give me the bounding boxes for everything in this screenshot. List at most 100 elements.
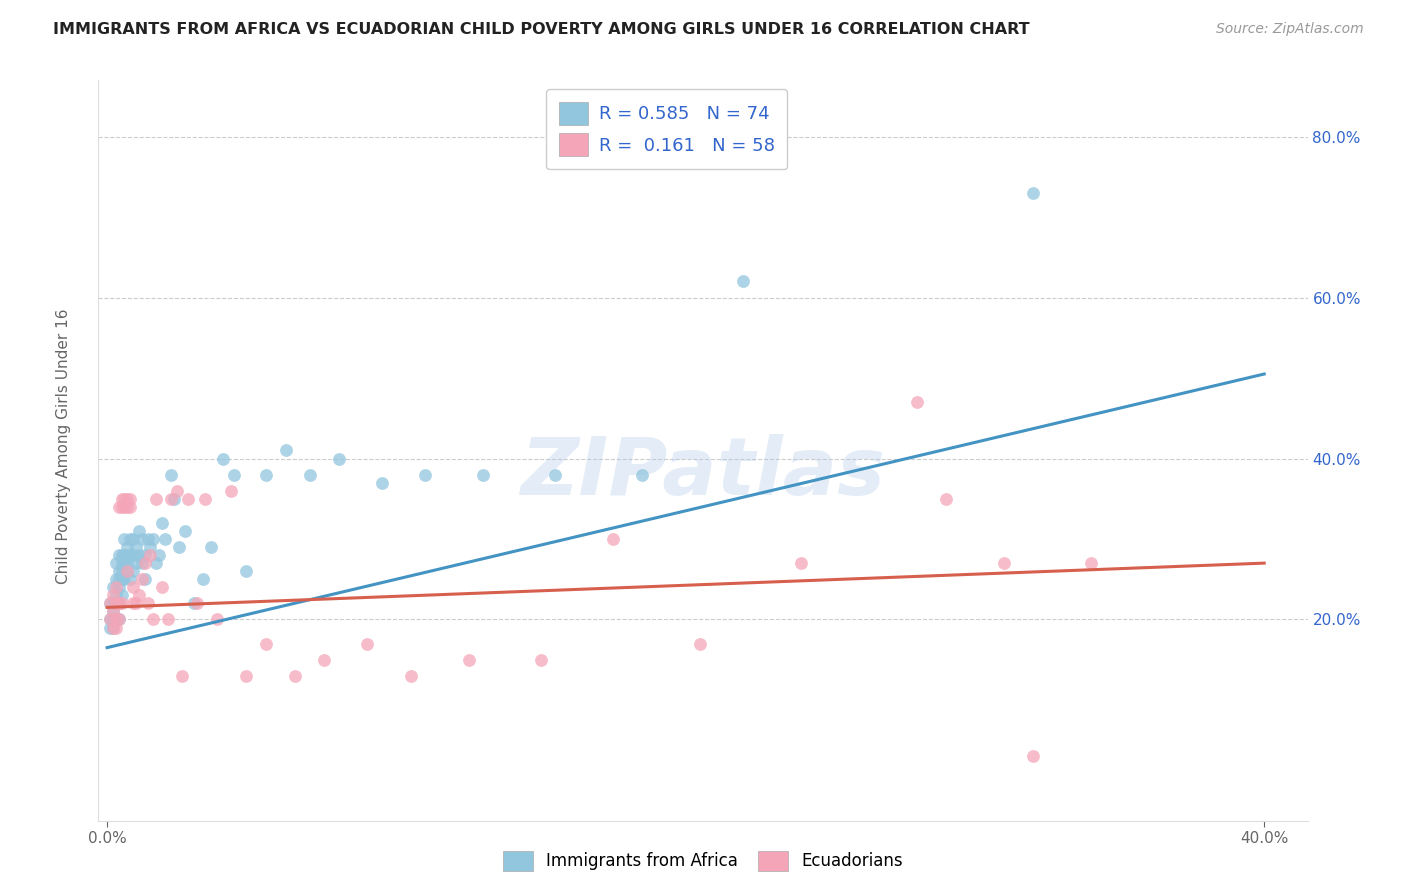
Point	[544, 467, 567, 482]
Point	[169, 540, 191, 554]
Point	[104, 580, 127, 594]
Point	[128, 524, 150, 538]
Point	[98, 620, 121, 634]
Point	[156, 612, 179, 626]
Point	[128, 588, 150, 602]
Point	[174, 524, 197, 538]
Point	[166, 483, 188, 498]
Point	[150, 516, 173, 530]
Point	[935, 491, 957, 506]
Point	[120, 548, 142, 562]
Point	[101, 604, 124, 618]
Point	[125, 556, 148, 570]
Point	[122, 564, 145, 578]
Point	[110, 500, 132, 514]
Point	[254, 637, 277, 651]
Point	[122, 532, 145, 546]
Point	[221, 483, 243, 498]
Point	[110, 572, 132, 586]
Point	[1022, 749, 1045, 764]
Point	[101, 580, 124, 594]
Point	[110, 548, 132, 562]
Point	[114, 548, 136, 562]
Point	[159, 491, 181, 506]
Point	[98, 596, 121, 610]
Point	[117, 564, 139, 578]
Point	[134, 572, 156, 586]
Point	[104, 612, 127, 626]
Point	[98, 612, 121, 626]
Point	[101, 596, 124, 610]
Point	[125, 540, 148, 554]
Point	[117, 491, 139, 506]
Point	[114, 491, 136, 506]
Point	[117, 564, 139, 578]
Point	[114, 572, 136, 586]
Point	[98, 612, 121, 626]
Point	[107, 596, 129, 610]
Point	[114, 500, 136, 514]
Point	[114, 556, 136, 570]
Point	[104, 596, 127, 610]
Point	[101, 620, 124, 634]
Point	[131, 572, 153, 586]
Point	[110, 556, 132, 570]
Point	[136, 532, 159, 546]
Point	[148, 548, 170, 562]
Point	[104, 556, 127, 570]
Point	[153, 532, 176, 546]
Point	[312, 653, 335, 667]
Point	[120, 572, 142, 586]
Point	[191, 572, 214, 586]
Point	[159, 467, 181, 482]
Point	[235, 564, 257, 578]
Point	[200, 540, 222, 554]
Point	[150, 580, 173, 594]
Point	[733, 275, 755, 289]
Point	[211, 451, 233, 466]
Point	[125, 596, 148, 610]
Point	[107, 580, 129, 594]
Point	[101, 588, 124, 602]
Point	[107, 572, 129, 586]
Point	[110, 588, 132, 602]
Point	[254, 467, 277, 482]
Point	[107, 596, 129, 610]
Point	[399, 669, 422, 683]
Point	[122, 580, 145, 594]
Point	[101, 604, 124, 618]
Point	[101, 620, 124, 634]
Point	[194, 491, 217, 506]
Point	[104, 596, 127, 610]
Point	[107, 612, 129, 626]
Point	[120, 532, 142, 546]
Point	[276, 443, 298, 458]
Text: Source: ZipAtlas.com: Source: ZipAtlas.com	[1216, 22, 1364, 37]
Point	[284, 669, 307, 683]
Point	[117, 500, 139, 514]
Point	[107, 500, 129, 514]
Point	[371, 475, 394, 490]
Point	[530, 653, 553, 667]
Point	[457, 653, 479, 667]
Point	[107, 548, 129, 562]
Point	[128, 548, 150, 562]
Point	[1080, 556, 1102, 570]
Point	[107, 564, 129, 578]
Point	[139, 540, 162, 554]
Point	[235, 669, 257, 683]
Point	[107, 612, 129, 626]
Point	[101, 612, 124, 626]
Point	[142, 532, 165, 546]
Point	[298, 467, 321, 482]
Text: ZIPatlas: ZIPatlas	[520, 434, 886, 512]
Text: IMMIGRANTS FROM AFRICA VS ECUADORIAN CHILD POVERTY AMONG GIRLS UNDER 16 CORRELAT: IMMIGRANTS FROM AFRICA VS ECUADORIAN CHI…	[53, 22, 1031, 37]
Point	[993, 556, 1015, 570]
Point	[224, 467, 246, 482]
Point	[110, 564, 132, 578]
Point	[472, 467, 495, 482]
Point	[145, 491, 167, 506]
Point	[142, 612, 165, 626]
Point	[145, 556, 167, 570]
Point	[134, 548, 156, 562]
